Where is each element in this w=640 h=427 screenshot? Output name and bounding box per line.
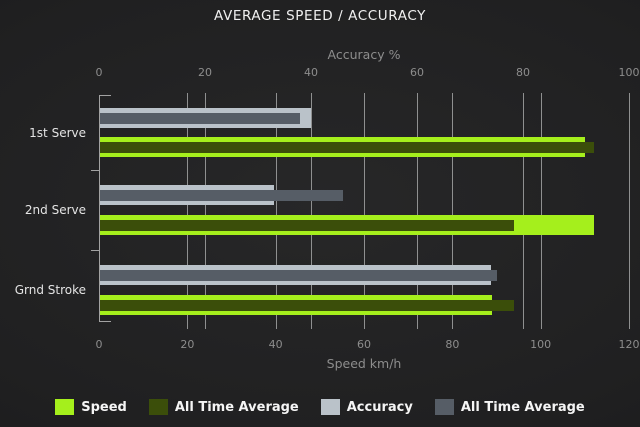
legend-label-accuracy-2: Accuracy — [346, 399, 413, 415]
gridline-speed-20 — [187, 93, 189, 329]
gridline-accuracy-60 — [417, 93, 418, 329]
category-divider-tick-1 — [91, 170, 99, 171]
legend-label-all-time-average-1: All Time Average — [174, 399, 299, 415]
tick-label-speed-40: 40 — [268, 338, 283, 351]
bar-accuracy-avg-1st-serve — [99, 112, 301, 124]
gridline-speed-100 — [540, 93, 542, 329]
tick-label-accuracy-100: 100 — [618, 66, 640, 79]
tick-label-accuracy-20: 20 — [198, 66, 212, 79]
legend-item-all-time-average-3: All Time Average — [434, 399, 585, 415]
gridline-accuracy-100 — [629, 93, 630, 329]
category-label-2nd-serve: 2nd Serve — [24, 203, 86, 217]
gridline-speed-60 — [364, 93, 365, 329]
gridline-accuracy-20 — [205, 93, 206, 329]
bar-speed-avg-grnd-stroke — [99, 299, 515, 311]
tick-label-speed-0: 0 — [95, 338, 103, 351]
legend-label-all-time-average-3: All Time Average — [460, 399, 585, 415]
tick-label-speed-20: 20 — [180, 338, 195, 351]
bar-accuracy-avg-grnd-stroke — [99, 269, 497, 281]
category-divider-tick-2 — [91, 250, 99, 251]
axis-corner-bottom — [99, 321, 111, 322]
legend-swatch-speed-0 — [55, 399, 75, 415]
legend-item-speed-0: Speed — [55, 399, 127, 415]
legend-item-all-time-average-1: All Time Average — [148, 399, 299, 415]
gridline-speed-40 — [275, 93, 277, 329]
tick-label-accuracy-40: 40 — [304, 66, 318, 79]
bar-speed-avg-2nd-serve — [99, 219, 515, 231]
legend-swatch-all-time-average-3 — [434, 399, 454, 415]
bottom-axis-title: Speed km/h — [326, 356, 402, 371]
gridline-accuracy-80 — [523, 93, 524, 329]
legend-swatch-all-time-average-1 — [148, 399, 168, 415]
tick-label-accuracy-60: 60 — [410, 66, 424, 79]
axis-corner-top — [99, 95, 111, 96]
category-label-grnd-stroke: Grnd Stroke — [14, 283, 86, 297]
bar-speed-avg-1st-serve — [99, 141, 594, 153]
y-axis-spine — [99, 95, 100, 322]
top-axis-title: Accuracy % — [327, 47, 401, 62]
tick-label-accuracy-0: 0 — [95, 66, 103, 79]
legend: Speed All Time Average Accuracy All Time Av… — [0, 397, 640, 417]
chart-title: AVERAGE SPEED / ACCURACY — [214, 8, 426, 24]
gridline-speed-80 — [452, 93, 454, 329]
bar-accuracy-avg-2nd-serve — [99, 189, 343, 201]
tick-label-speed-80: 80 — [445, 338, 460, 351]
tick-label-speed-60: 60 — [357, 338, 371, 351]
legend-item-accuracy-2: Accuracy — [320, 399, 413, 415]
tick-label-accuracy-80: 80 — [516, 66, 530, 79]
tick-label-speed-100: 100 — [530, 338, 552, 351]
gridline-accuracy-40 — [311, 93, 312, 329]
tick-label-speed-120: 120 — [618, 338, 640, 351]
legend-swatch-accuracy-2 — [320, 399, 340, 415]
legend-label-speed-0: Speed — [81, 399, 127, 415]
category-label-1st-serve: 1st Serve — [29, 125, 86, 140]
